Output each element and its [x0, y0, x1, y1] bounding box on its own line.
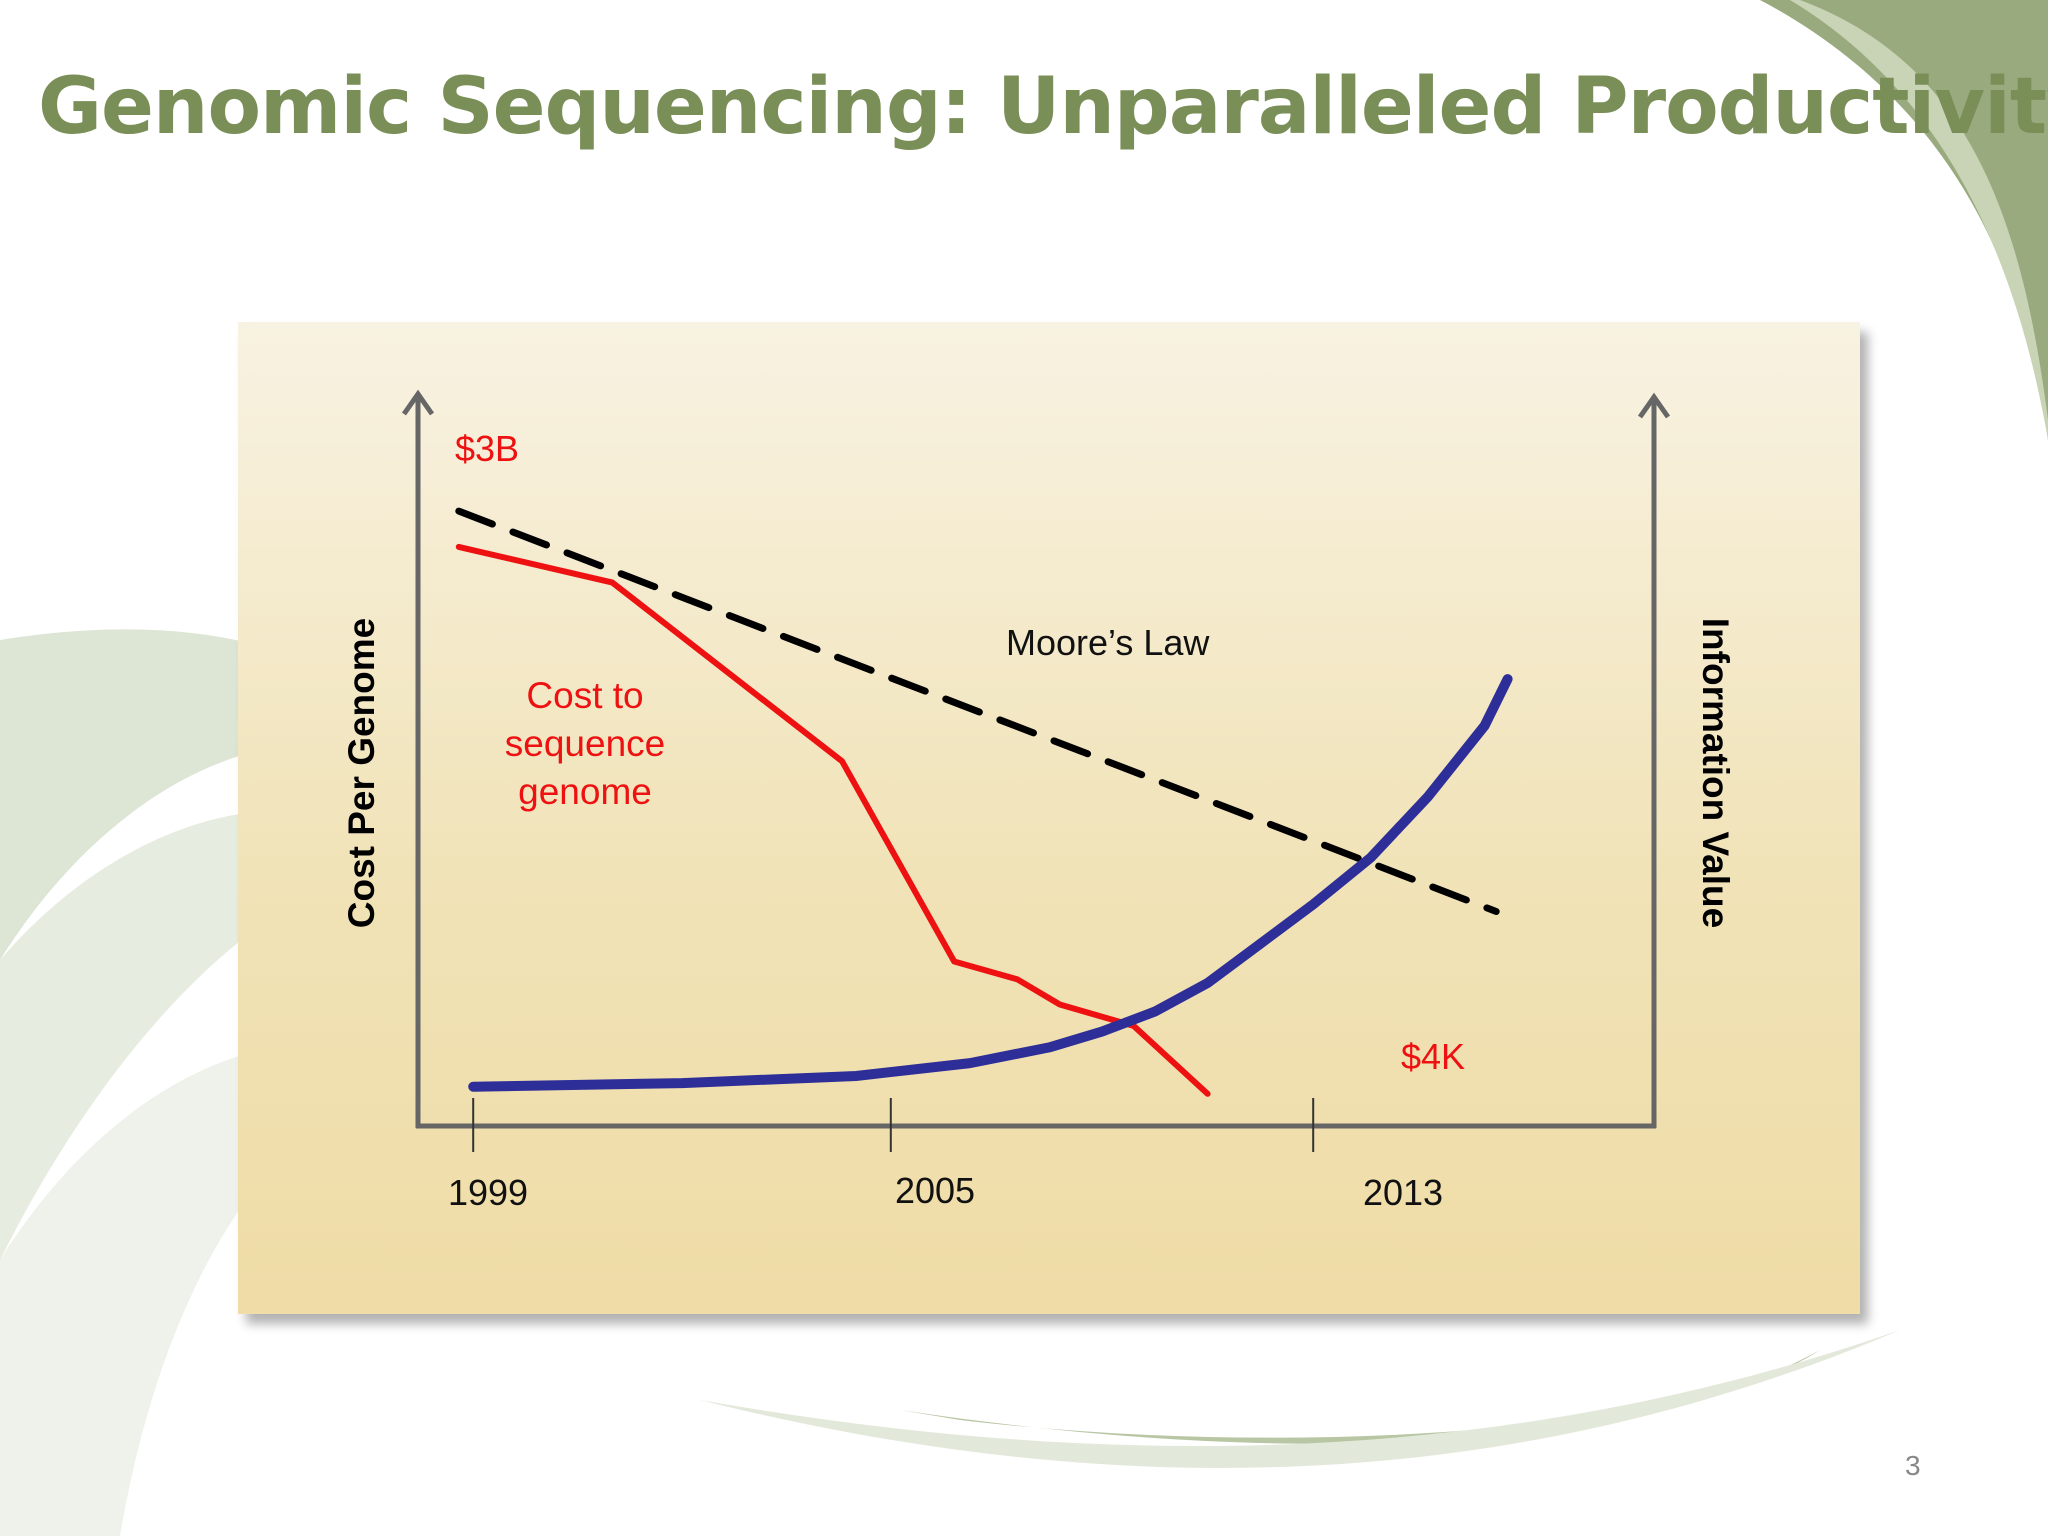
moores-law-line	[455, 507, 1500, 915]
top-right-swoosh-inner	[1790, 0, 2048, 440]
y-axis-label-right: Information Value	[1695, 617, 1736, 929]
information-value-line	[468, 674, 1513, 1092]
y-axis-label-left: Cost Per Genome	[341, 617, 382, 929]
cost-series-label: Cost to sequence genome	[455, 672, 715, 816]
x-tick-label-2005: 2005	[894, 1170, 976, 1211]
left-swoosh-band	[0, 810, 430, 1260]
cost-series-label-line-2: sequence	[504, 723, 666, 764]
bottom-swoosh-light	[700, 1330, 1900, 1468]
x-tick-label-2013: 2013	[1362, 1172, 1444, 1213]
cost-vs-information-chart	[401, 389, 1671, 1152]
cost-series-label-line-1: Cost to	[526, 675, 644, 716]
page-number: 3	[1905, 1450, 1921, 1481]
slide-title: Genomic Sequencing: Unparalleled Product…	[38, 62, 2048, 152]
start-cost-label: $3B	[455, 428, 520, 469]
moores-law-label: Moore’s Law	[1006, 622, 1210, 663]
chart-panel	[238, 322, 1860, 1314]
cost-series-label-line-3: genome	[518, 771, 652, 812]
left-y-axis-arrow	[401, 389, 435, 416]
top-right-swoosh	[1760, 0, 2048, 440]
bottom-left-swoosh	[0, 1042, 420, 1536]
end-cost-label: $4K	[1401, 1036, 1466, 1077]
right-y-axis-arrow	[1637, 392, 1671, 419]
x-tick-label-1999: 1999	[447, 1172, 529, 1213]
